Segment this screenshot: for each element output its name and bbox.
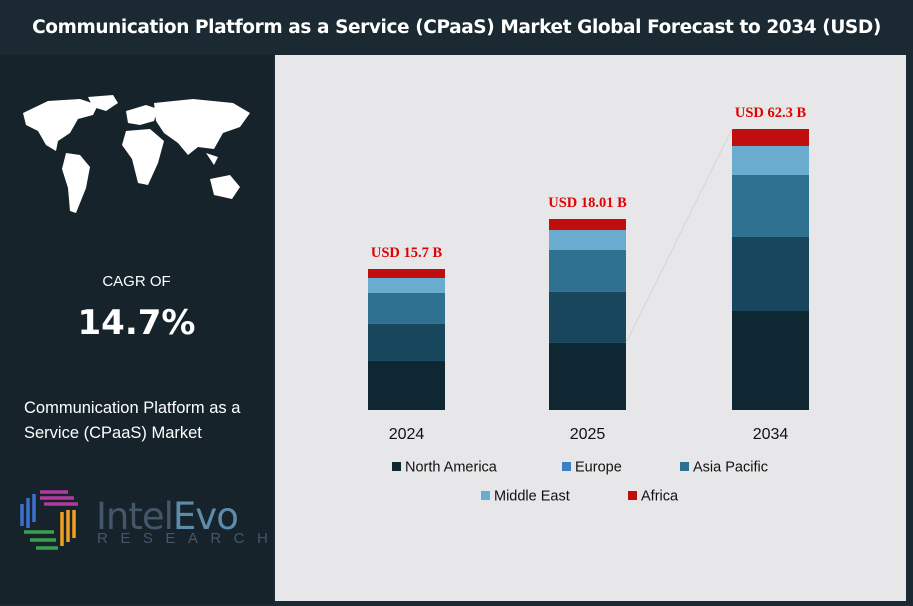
legend-label: North America: [405, 460, 498, 476]
trend-line: [625, 128, 733, 344]
bar-segment: [732, 146, 809, 175]
bar-segment: [368, 269, 445, 278]
intelevo-logo-icon: [20, 490, 78, 550]
bar-segment: [732, 174, 809, 237]
bar-segment: [549, 219, 626, 231]
legend-label: Asia Pacific: [693, 460, 768, 476]
bar-segment: [549, 342, 626, 410]
bar-segment: [732, 310, 809, 410]
bar-segment: [368, 360, 445, 410]
x-tick-label: 2034: [753, 426, 789, 443]
stacked-bar-chart: USD 15.7 B 2024 USD 18.01 B 2025 USD 62.3 B 2…: [368, 105, 809, 505]
legend-swatch: [481, 491, 490, 500]
total-label: USD 18.01 B: [548, 195, 627, 211]
bar-segment: [732, 236, 809, 311]
legend-swatch: [562, 462, 571, 471]
logo-name: IntelEvo: [96, 495, 239, 538]
bar-segment: [368, 277, 445, 293]
x-tick-label: 2025: [570, 426, 606, 443]
logo-subtitle: RESEARCH: [97, 530, 281, 547]
bar-segment: [549, 230, 626, 250]
bar-segment: [732, 129, 809, 147]
bar-segment: [368, 292, 445, 324]
cagr-label: CAGR OF: [102, 273, 171, 290]
total-label: USD 15.7 B: [371, 245, 443, 261]
legend-label: Middle East: [494, 489, 570, 505]
legend-swatch: [680, 462, 689, 471]
bar-segment: [549, 249, 626, 292]
legend-label: Europe: [575, 460, 622, 476]
world-map-icon: [23, 95, 250, 213]
cagr-value: 14.7%: [77, 303, 196, 343]
info-sidebar: CAGR OF 14.7% Communication Platform as …: [0, 55, 273, 604]
legend-swatch: [392, 462, 401, 471]
chart-panel: USD 15.7 B 2024 USD 18.01 B 2025 USD 62.3 B 2…: [275, 55, 906, 601]
legend-swatch: [628, 491, 637, 500]
bar-segment: [368, 323, 445, 361]
market-name: Communication Platform as a Service (CPa…: [24, 399, 241, 442]
bar-segment: [549, 291, 626, 343]
chart-title: Communication Platform as a Service (CPa…: [32, 17, 881, 38]
total-label: USD 62.3 B: [735, 105, 807, 121]
legend-label: Africa: [641, 489, 679, 505]
x-tick-label: 2024: [389, 426, 425, 443]
